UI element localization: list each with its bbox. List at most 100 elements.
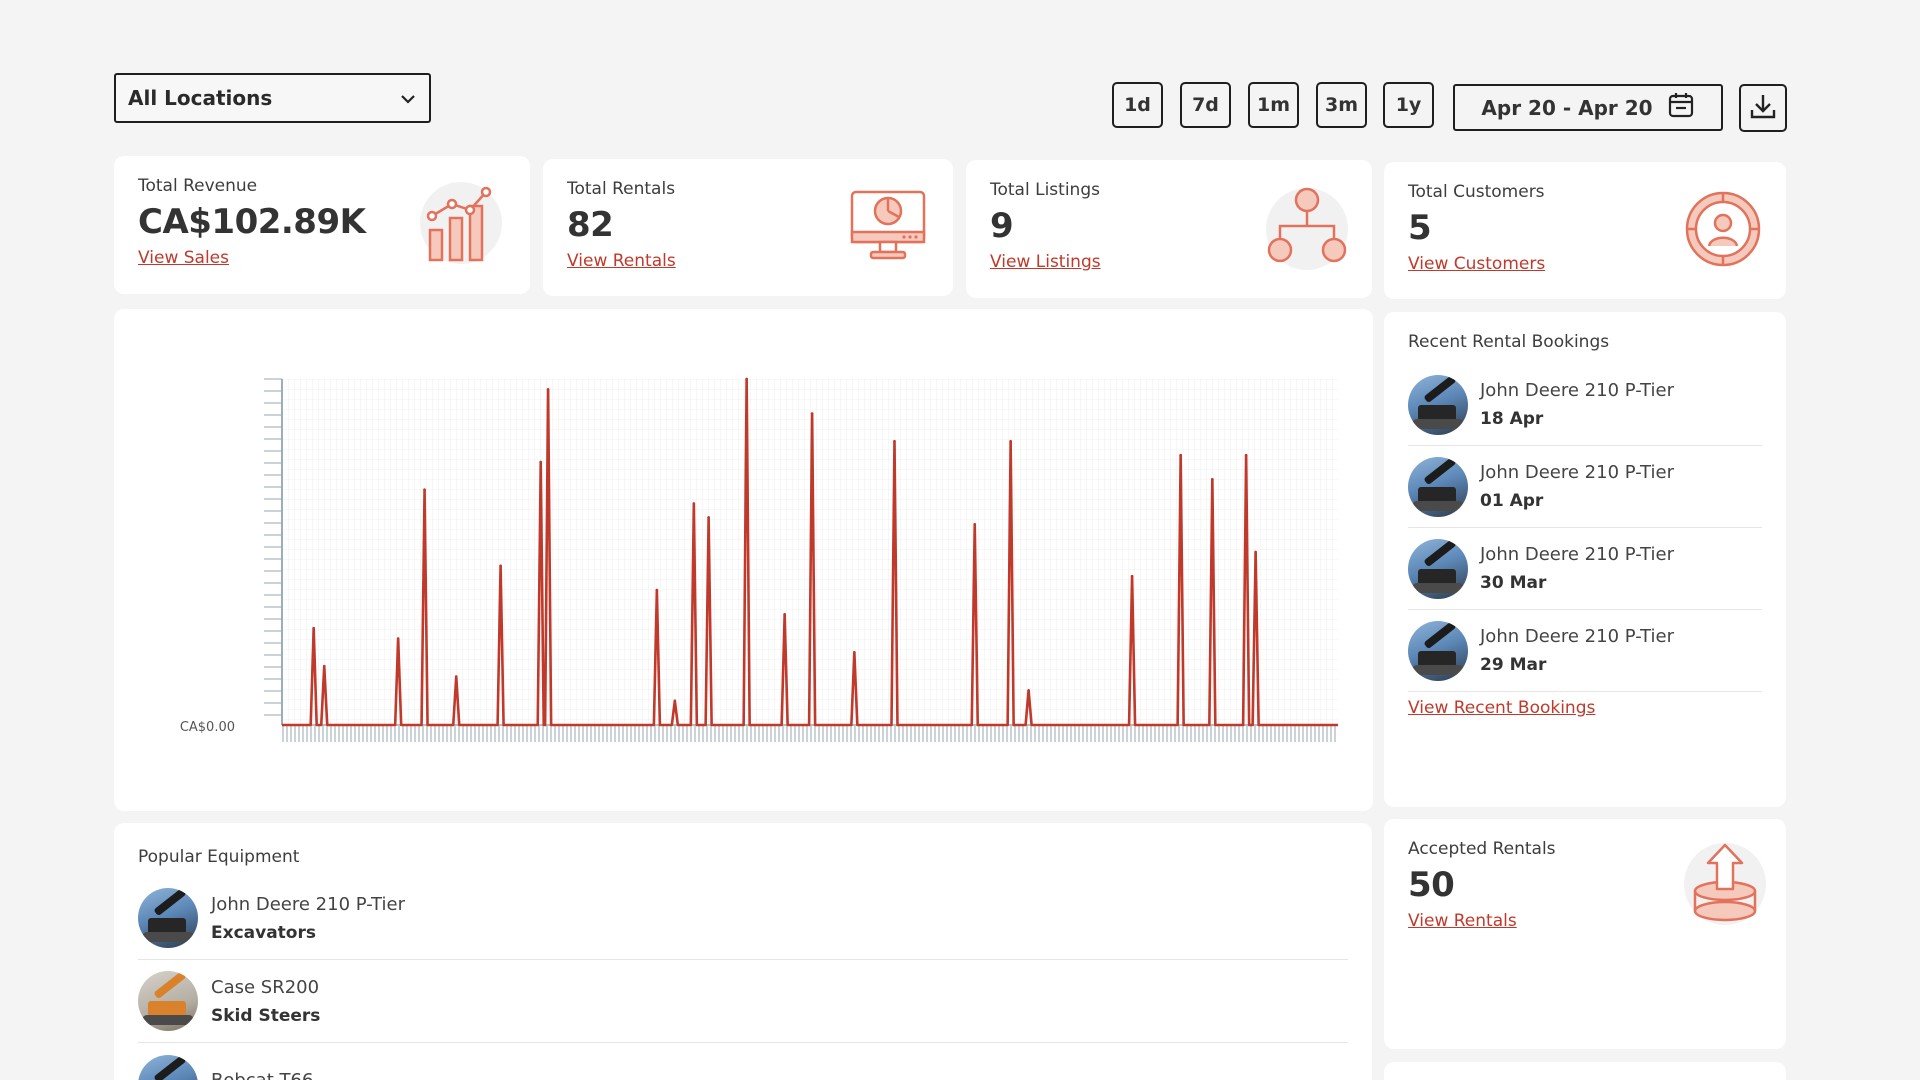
- revenue-chart-card: CA$0.00: [114, 309, 1373, 811]
- range-1y-button[interactable]: 1y: [1383, 82, 1434, 128]
- equipment-thumbnail: [138, 1054, 198, 1080]
- revenue-data-point: [810, 412, 814, 415]
- recent-bookings-title: Recent Rental Bookings: [1408, 332, 1610, 352]
- listings-title: Total Listings: [990, 180, 1100, 200]
- popular-equipment-card: Popular Equipment John Deere 210 P-Tier …: [114, 823, 1372, 1080]
- customers-card: Total Customers 5 View Customers: [1384, 162, 1786, 299]
- equipment-item[interactable]: Case SR200 Skid Steers: [138, 960, 1348, 1043]
- booking-equipment-name: John Deere 210 P-Tier: [1480, 544, 1674, 565]
- view-customers-link[interactable]: View Customers: [1408, 254, 1546, 274]
- chevron-down-icon: [399, 86, 417, 110]
- accepted-rentals-card: Accepted Rentals 50 View Rentals: [1384, 819, 1786, 1049]
- partial-card: [1384, 1062, 1786, 1080]
- booking-date: 01 Apr: [1480, 491, 1544, 511]
- equipment-category: Skid Steers: [211, 1005, 321, 1026]
- revenue-data-point: [546, 388, 550, 391]
- y-axis-zero-label: CA$0.00: [180, 720, 235, 735]
- listings-value: 9: [990, 206, 1014, 246]
- revenue-card: Total Revenue CA$102.89K View Sales: [114, 156, 530, 294]
- revenue-data-point: [1027, 689, 1030, 692]
- range-1d-button[interactable]: 1d: [1112, 82, 1163, 128]
- equipment-name: John Deere 210 P-Tier: [211, 893, 405, 915]
- popular-equipment-title: Popular Equipment: [138, 847, 300, 867]
- location-select-value: All Locations: [128, 86, 273, 110]
- view-listings-link[interactable]: View Listings: [990, 252, 1101, 272]
- customers-title: Total Customers: [1408, 182, 1545, 202]
- revenue-chart: CA$0.00: [180, 377, 1338, 742]
- equipment-thumbnail: [1408, 538, 1468, 599]
- revenue-data-point: [893, 439, 896, 443]
- equipment-name: Case SR200: [211, 976, 320, 998]
- equipment-item[interactable]: John Deere 210 P-Tier Excavators: [138, 877, 1348, 960]
- equipment-thumbnail: [138, 888, 198, 948]
- booking-equipment-name: John Deere 210 P-Tier: [1480, 380, 1674, 401]
- revenue-data-point: [1244, 453, 1248, 457]
- revenue-data-point: [745, 377, 748, 381]
- revenue-data-point: [499, 564, 502, 568]
- location-select[interactable]: All Locations: [114, 73, 431, 123]
- rentals-title: Total Rentals: [567, 179, 676, 199]
- revenue-data-point: [1211, 478, 1214, 481]
- revenue-data-point: [1130, 574, 1134, 578]
- customer-target-icon: [1684, 190, 1762, 272]
- upload-box-icon: [1682, 841, 1768, 931]
- recent-bookings-list: John Deere 210 P-Tier 18 Apr John Deere …: [1408, 364, 1762, 692]
- rentals-card: Total Rentals 82 View Rentals: [543, 159, 953, 296]
- range-3m-button[interactable]: 3m: [1316, 82, 1367, 128]
- revenue-data-point: [707, 516, 710, 519]
- date-range-picker[interactable]: Apr 20 - Apr 20: [1453, 84, 1723, 131]
- booking-item[interactable]: John Deere 210 P-Tier 30 Mar: [1408, 528, 1762, 610]
- view-rentals-link[interactable]: View Rentals: [567, 251, 676, 271]
- listings-card: Total Listings 9 View Listings: [966, 160, 1372, 298]
- date-range-label: Apr 20 - Apr 20: [1481, 95, 1653, 120]
- popular-equipment-list: John Deere 210 P-Tier Excavators Case SR…: [138, 877, 1348, 1080]
- revenue-title: Total Revenue: [138, 176, 258, 196]
- recent-bookings-card: Recent Rental Bookings John Deere 210 P-…: [1384, 312, 1786, 807]
- revenue-data-point: [454, 675, 458, 678]
- revenue-data-point: [539, 460, 543, 464]
- revenue-data-point: [396, 637, 400, 640]
- equipment-item[interactable]: Bobcat T66: [138, 1043, 1348, 1080]
- accepted-rentals-title: Accepted Rentals: [1408, 839, 1556, 859]
- customers-value: 5: [1408, 208, 1432, 248]
- revenue-data-point: [853, 651, 856, 654]
- range-7d-button[interactable]: 7d: [1180, 82, 1231, 128]
- revenue-data-point: [423, 488, 426, 492]
- revenue-data-point: [973, 523, 977, 526]
- revenue-value: CA$102.89K: [138, 202, 366, 242]
- revenue-data-point: [1254, 550, 1257, 554]
- revenue-data-point: [1179, 453, 1182, 457]
- booking-item[interactable]: John Deere 210 P-Tier 18 Apr: [1408, 364, 1762, 446]
- range-1m-button[interactable]: 1m: [1248, 82, 1299, 128]
- equipment-thumbnail: [1408, 456, 1468, 517]
- revenue-data-point: [1009, 439, 1012, 443]
- booking-date: 29 Mar: [1480, 655, 1547, 675]
- view-accepted-rentals-link[interactable]: View Rentals: [1408, 911, 1517, 931]
- equipment-category: Excavators: [211, 922, 316, 943]
- rentals-value: 82: [567, 205, 614, 245]
- booking-item[interactable]: John Deere 210 P-Tier 29 Mar: [1408, 610, 1762, 692]
- booking-equipment-name: John Deere 210 P-Tier: [1480, 462, 1674, 483]
- view-sales-link[interactable]: View Sales: [138, 248, 229, 268]
- accepted-rentals-value: 50: [1408, 865, 1455, 905]
- equipment-name: Bobcat T66: [211, 1070, 313, 1080]
- revenue-data-point: [673, 699, 677, 703]
- monitor-chart-icon: [849, 189, 927, 267]
- equipment-thumbnail: [1408, 374, 1468, 435]
- view-recent-bookings-link[interactable]: View Recent Bookings: [1408, 698, 1596, 718]
- booking-item[interactable]: John Deere 210 P-Tier 01 Apr: [1408, 446, 1762, 528]
- revenue-data-point: [322, 664, 326, 668]
- equipment-thumbnail: [138, 971, 198, 1031]
- revenue-data-point: [783, 612, 786, 616]
- booking-date: 30 Mar: [1480, 573, 1547, 593]
- revenue-data-point: [692, 502, 696, 505]
- download-icon: [1748, 91, 1778, 125]
- x-axis-ticks: [282, 726, 1338, 742]
- download-button[interactable]: [1739, 84, 1787, 132]
- calendar-icon: [1667, 91, 1695, 124]
- bar-chart-icon: [418, 180, 504, 270]
- equipment-thumbnail: [1408, 620, 1468, 681]
- chart-series: [282, 377, 1338, 727]
- booking-equipment-name: John Deere 210 P-Tier: [1480, 626, 1674, 647]
- hierarchy-icon: [1264, 186, 1350, 276]
